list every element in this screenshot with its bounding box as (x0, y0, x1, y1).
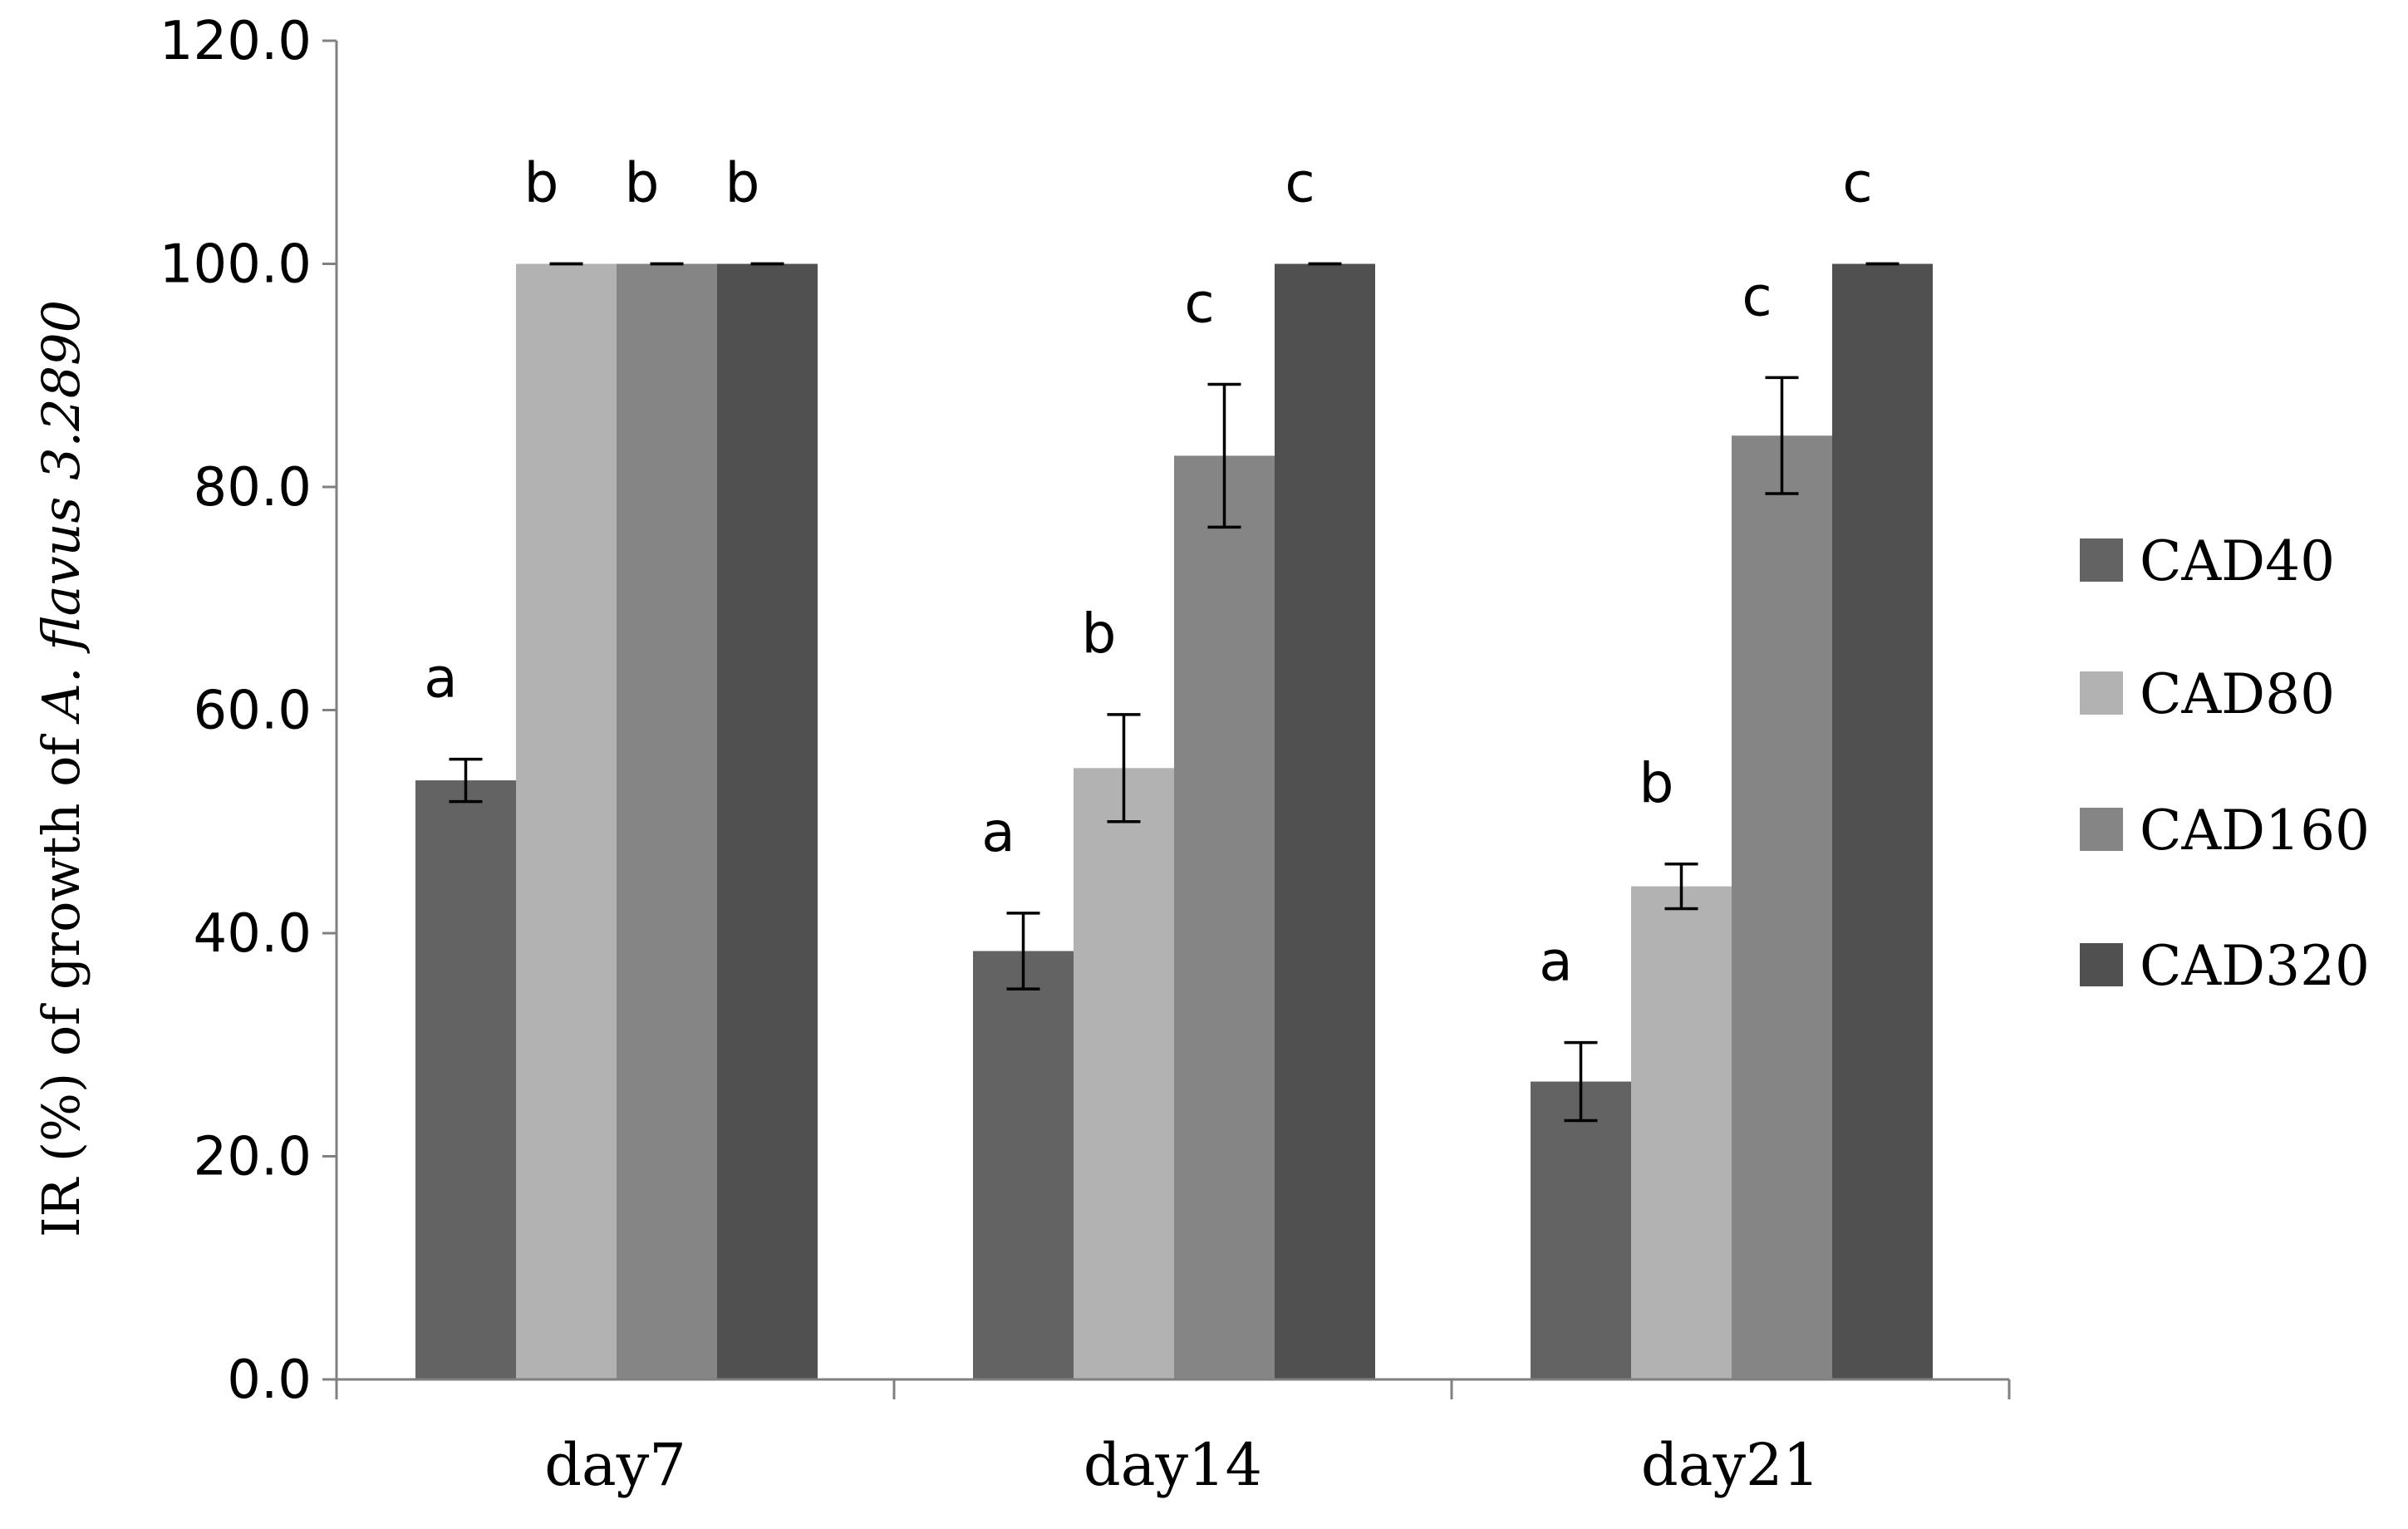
significance-letter-CAD80-day14: b (1082, 602, 1117, 666)
bar-CAD320-day7 (717, 263, 818, 1379)
y-tick-label: 60.0 (194, 681, 312, 742)
x-tick-label-day14: day14 (1084, 1431, 1262, 1499)
bar-CAD40-day21 (1531, 1081, 1631, 1379)
x-axis-labels: day7 day14 day21 (544, 1431, 1820, 1499)
y-tick-label: 0.0 (227, 1350, 312, 1411)
significance-letter-CAD40-day14: a (981, 800, 1015, 864)
bar-CAD80-day7 (516, 263, 617, 1379)
y-axis-label-prefix: IR (%) of growth of (31, 720, 91, 1237)
y-tick-label: 40.0 (194, 903, 312, 965)
y-axis-label-species: A. flavus (31, 497, 91, 725)
significance-letters-layer: a b b b a b c c a b c c (424, 151, 1872, 994)
significance-letter-CAD40-day7: a (424, 647, 457, 710)
bar-CAD160-day14 (1174, 455, 1275, 1380)
significance-letter-CAD80-day7: b (524, 151, 559, 215)
legend-label-CAD40: CAD40 (2140, 529, 2335, 593)
x-tick-label-day7: day7 (544, 1431, 686, 1499)
y-tick-label: 100.0 (160, 234, 312, 296)
bar-CAD80-day14 (1074, 768, 1174, 1379)
legend-swatch-CAD80 (2080, 671, 2123, 715)
bars-layer (415, 263, 1933, 1380)
significance-letter-CAD160-day7: b (625, 151, 660, 215)
y-tick-label: 20.0 (194, 1127, 312, 1188)
bar-CAD160-day21 (1732, 435, 1832, 1379)
legend-label-CAD320: CAD320 (2140, 934, 2370, 998)
x-tick-label-day21: day21 (1641, 1431, 1820, 1499)
legend-swatch-CAD160 (2080, 808, 2123, 851)
significance-letter-CAD40-day21: a (1539, 930, 1572, 994)
bar-CAD40-day14 (973, 951, 1074, 1379)
significance-letter-CAD320-day14: c (1285, 151, 1315, 215)
bar-CAD40-day7 (415, 780, 516, 1379)
significance-letter-CAD80-day21: b (1639, 751, 1674, 815)
y-axis-label-suffix: 3.2890 (31, 300, 91, 497)
bar-CAD80-day21 (1631, 886, 1732, 1379)
legend-label-CAD80: CAD80 (2140, 662, 2335, 726)
y-tick-label: 80.0 (194, 457, 312, 519)
legend-label-CAD160: CAD160 (2140, 799, 2370, 863)
axes-layer (335, 41, 2011, 1399)
y-tick-label: 120.0 (160, 11, 312, 72)
significance-letter-CAD160-day21: c (1742, 264, 1772, 328)
significance-letter-CAD320-day7: b (725, 151, 760, 215)
y-axis-ticks: 0.0 20.0 40.0 60.0 80.0 100.0 120.0 (160, 11, 337, 1411)
bar-CAD160-day7 (617, 263, 717, 1379)
significance-letter-CAD320-day21: c (1842, 151, 1872, 215)
legend-swatch-CAD320 (2080, 943, 2123, 986)
legend: CAD40 CAD80 CAD160 CAD320 (2080, 529, 2370, 998)
y-axis-label: IR (%) of growth of A. flavus 3.2890 (31, 300, 91, 1237)
significance-letter-CAD160-day14: c (1184, 271, 1214, 335)
bar-CAD320-day21 (1832, 263, 1933, 1379)
legend-swatch-CAD40 (2080, 538, 2123, 582)
bar-CAD320-day14 (1275, 263, 1375, 1379)
error-bars-layer (449, 262, 1899, 1123)
